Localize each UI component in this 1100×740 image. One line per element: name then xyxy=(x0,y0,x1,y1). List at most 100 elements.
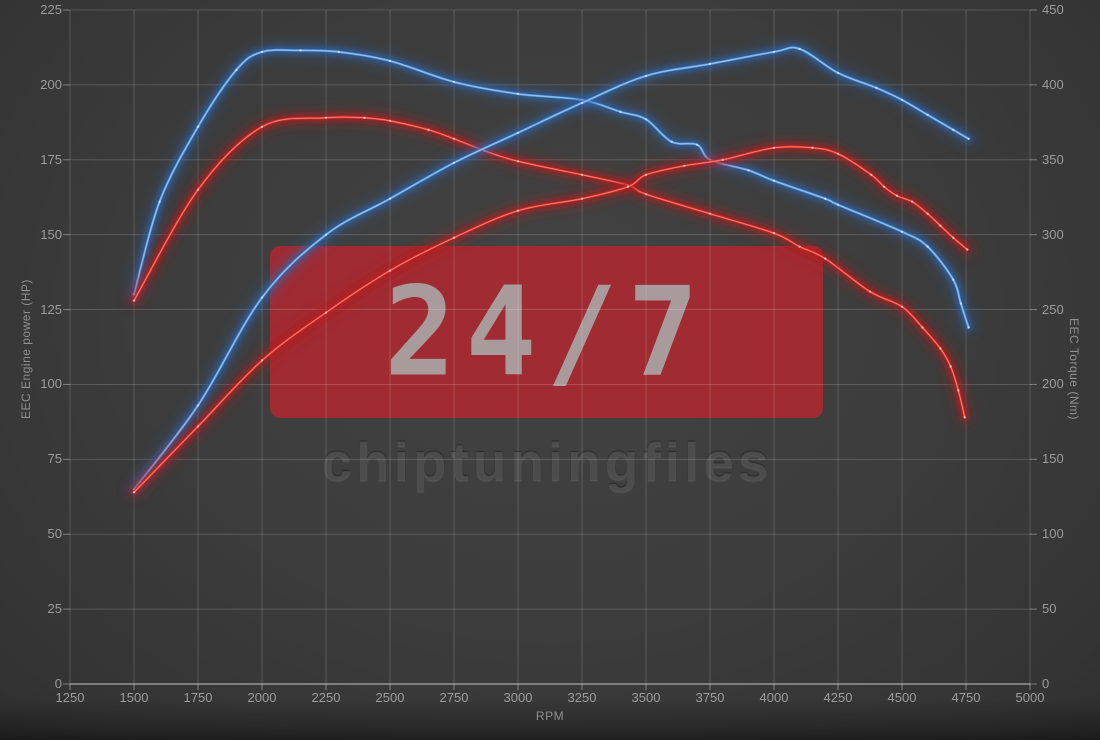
torque-tuned-point-marker xyxy=(235,68,238,72)
power-tuned-point-marker xyxy=(926,113,929,117)
x-axis-title: RPM xyxy=(535,709,565,723)
watermark-brand-text: chiptuningfiles xyxy=(321,430,773,493)
power-stock-point-marker xyxy=(939,224,942,227)
power-stock-point-marker xyxy=(452,236,456,239)
x-tick-label: 3000 xyxy=(503,690,533,705)
power-tuned-point-marker xyxy=(967,137,970,140)
torque-stock-point-marker xyxy=(708,212,712,215)
torque-stock-point-marker xyxy=(452,137,456,140)
y-right-tick-label: 150 xyxy=(1042,451,1064,467)
y-right-tick-label: 100 xyxy=(1042,526,1064,542)
torque-stock-point-marker xyxy=(427,128,430,131)
power-tuned-point-marker xyxy=(516,131,520,134)
torque-stock-point-marker xyxy=(772,232,776,235)
power-tuned-point-marker xyxy=(644,74,648,78)
x-tick-label: 3750 xyxy=(695,690,725,705)
torque-tuned-point-marker xyxy=(900,230,904,233)
y-left-tick-label: 0 xyxy=(54,676,62,691)
torque-tuned-point-marker xyxy=(772,179,776,182)
x-tick-label: 4500 xyxy=(887,690,917,705)
y-left-tick-label: 50 xyxy=(47,526,62,542)
power-stock-point-marker xyxy=(870,173,873,176)
y-right-tick-label: 250 xyxy=(1042,301,1064,317)
power-stock-point-marker xyxy=(911,200,914,203)
x-tick-label: 3500 xyxy=(631,690,661,705)
torque-tuned-point-marker xyxy=(516,92,520,96)
x-tick-label: 5000 xyxy=(1015,690,1045,705)
torque-tuned-point-marker xyxy=(299,49,302,52)
x-tick-label: 2000 xyxy=(247,690,277,705)
torque-stock-point-marker xyxy=(921,326,924,329)
torque-tuned-point-marker xyxy=(696,143,699,146)
y-left-tick-label: 225 xyxy=(40,2,62,17)
watermark-badge-text: 24/7 xyxy=(384,260,709,404)
power-tuned-point-marker xyxy=(580,101,584,105)
y-left-tick-label: 100 xyxy=(40,376,62,392)
torque-tuned-point-marker xyxy=(747,169,750,172)
x-tick-label: 1250 xyxy=(55,690,85,705)
watermark-badge: 24/7 xyxy=(270,246,823,418)
y-left-tick-label: 25 xyxy=(47,601,62,617)
power-tuned-point-marker xyxy=(952,128,955,131)
x-tick-label: 2250 xyxy=(311,690,341,705)
power-stock-point-marker xyxy=(721,158,724,161)
torque-stock-point-marker xyxy=(963,416,966,419)
power-stock-point-marker xyxy=(966,248,969,251)
torque-tuned-point-marker xyxy=(670,140,673,143)
power-stock-point-marker xyxy=(683,164,686,167)
power-stock-point-marker xyxy=(926,212,929,215)
y-left-tick-label: 150 xyxy=(40,226,62,242)
x-tick-label: 4000 xyxy=(759,690,789,705)
x-tick-label: 4250 xyxy=(823,690,853,705)
torque-tuned-point-marker xyxy=(337,50,340,54)
power-tuned-point-marker xyxy=(452,161,456,164)
power-stock-point-marker xyxy=(580,197,584,200)
y-right-tick-label: 350 xyxy=(1042,151,1064,167)
x-tick-label: 4750 xyxy=(951,690,981,705)
y-left-tick-label: 125 xyxy=(40,301,62,317)
power-stock-point-marker xyxy=(196,425,200,428)
power-tuned-point-marker xyxy=(875,86,878,90)
torque-tuned-point-marker xyxy=(388,59,392,63)
torque-tuned-point-marker xyxy=(260,50,264,54)
torque-stock-point-marker xyxy=(260,125,264,128)
torque-tuned-point-marker xyxy=(959,302,963,305)
y-right-tick-label: 0 xyxy=(1042,676,1050,691)
torque-stock-point-marker xyxy=(798,245,801,248)
torque-stock-point-marker xyxy=(324,116,328,120)
x-tick-label: 1750 xyxy=(183,690,213,705)
y-right-tick-label: 50 xyxy=(1042,601,1057,617)
torque-tuned-point-marker xyxy=(452,80,456,84)
torque-tuned-point-marker xyxy=(836,203,840,206)
power-stock-point-marker xyxy=(811,146,814,149)
power-tuned-point-marker xyxy=(324,233,328,236)
power-stock-point-marker xyxy=(882,185,886,188)
power-stock-point-marker xyxy=(626,185,630,188)
power-tuned-point-marker xyxy=(900,98,904,102)
power-stock-point-marker xyxy=(260,359,264,362)
power-tuned-point-marker xyxy=(798,47,801,51)
torque-stock-point-marker xyxy=(939,347,942,350)
torque-stock-point-marker xyxy=(824,257,827,260)
power-stock-point-marker xyxy=(516,209,520,212)
power-tuned-point-marker xyxy=(772,50,776,54)
torque-tuned-point-marker xyxy=(158,200,161,203)
power-tuned-point-marker xyxy=(260,296,264,299)
torque-stock-point-marker xyxy=(949,365,952,368)
x-tick-label: 2750 xyxy=(439,690,469,705)
power-stock-point-marker xyxy=(772,146,776,149)
torque-stock-point-marker xyxy=(580,173,584,176)
power-stock-point-marker xyxy=(836,152,840,155)
torque-tuned-point-marker xyxy=(967,326,970,329)
torque-tuned-point-marker xyxy=(196,125,200,128)
torque-stock-point-marker xyxy=(644,193,648,196)
x-tick-label: 3250 xyxy=(567,690,597,705)
x-tick-label: 1500 xyxy=(119,690,149,705)
power-stock-point-marker xyxy=(132,491,136,494)
power-stock-point-marker xyxy=(324,311,328,314)
power-stock-point-marker xyxy=(952,236,955,239)
torque-tuned-curve xyxy=(133,49,969,328)
y-left-tick-label: 75 xyxy=(47,451,62,467)
torque-stock-point-marker xyxy=(957,389,960,392)
